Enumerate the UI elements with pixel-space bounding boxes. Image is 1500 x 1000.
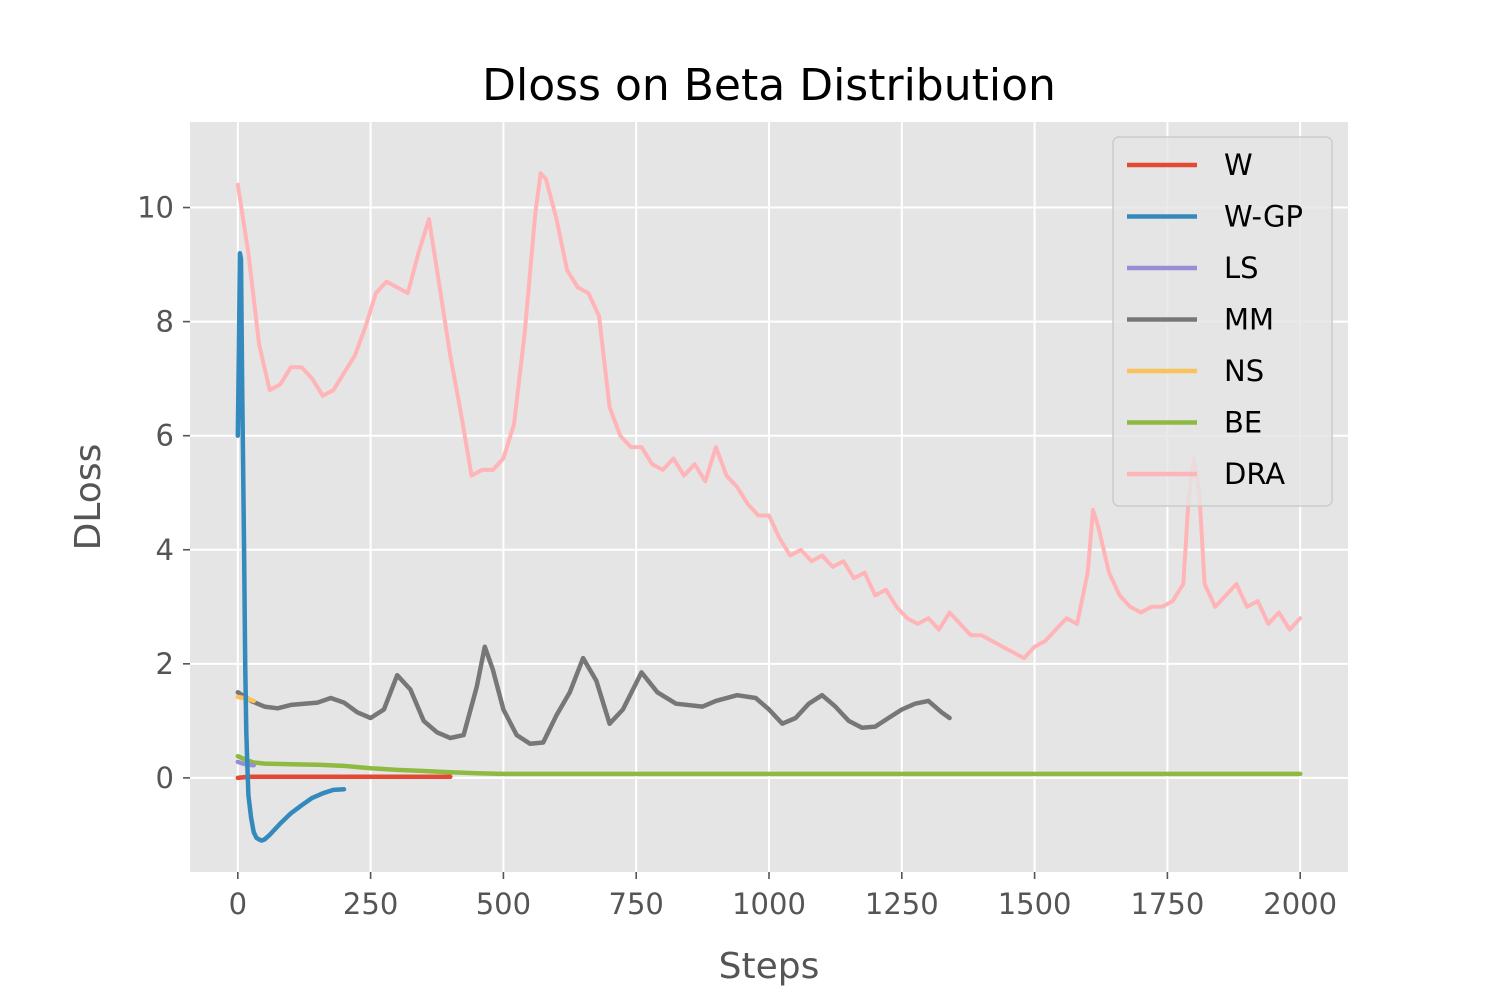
x-tick-label: 250 xyxy=(343,887,398,921)
x-tick-label: 750 xyxy=(609,887,664,921)
x-tick-label: 0 xyxy=(229,887,247,921)
legend: W W-GP LS MM NS BE DRA xyxy=(1112,136,1333,507)
x-tick-label: 1750 xyxy=(1130,887,1204,921)
legend-label: BE xyxy=(1224,406,1262,440)
y-tick-label: 8 xyxy=(156,305,174,339)
legend-label: W xyxy=(1224,148,1253,182)
legend-label: LS xyxy=(1224,251,1259,285)
x-tick-label: 1000 xyxy=(732,887,806,921)
x-tick-label: 1500 xyxy=(998,887,1072,921)
series-line-dra xyxy=(235,171,1303,661)
x-axis-label: Steps xyxy=(719,946,820,987)
y-axis-label: DLoss xyxy=(68,444,109,551)
series-line-w xyxy=(235,774,453,781)
y-tick-label: 10 xyxy=(137,191,174,225)
series-line-w-gp xyxy=(235,250,347,843)
series-lines xyxy=(235,171,1303,843)
y-tick-label: 2 xyxy=(156,647,174,681)
legend-label: DRA xyxy=(1224,457,1285,491)
y-axis: 0 2 4 6 8 10 xyxy=(137,191,190,795)
x-tick-label: 2000 xyxy=(1263,887,1337,921)
legend-box xyxy=(1112,136,1333,507)
x-tick-label: 1250 xyxy=(865,887,939,921)
legend-label: NS xyxy=(1224,354,1264,388)
y-tick-label: 4 xyxy=(156,533,174,567)
y-tick-label: 6 xyxy=(156,419,174,453)
x-axis: 0 250 500 750 1000 1250 1500 1750 2000 xyxy=(229,872,1337,921)
series-line-mm xyxy=(235,644,952,746)
series-line-be xyxy=(235,753,1303,777)
y-tick-label: 0 xyxy=(156,761,174,795)
legend-label: MM xyxy=(1224,303,1274,337)
chart-title: Dloss on Beta Distribution xyxy=(482,60,1056,111)
x-tick-label: 500 xyxy=(476,887,531,921)
legend-label: W-GP xyxy=(1224,200,1303,234)
